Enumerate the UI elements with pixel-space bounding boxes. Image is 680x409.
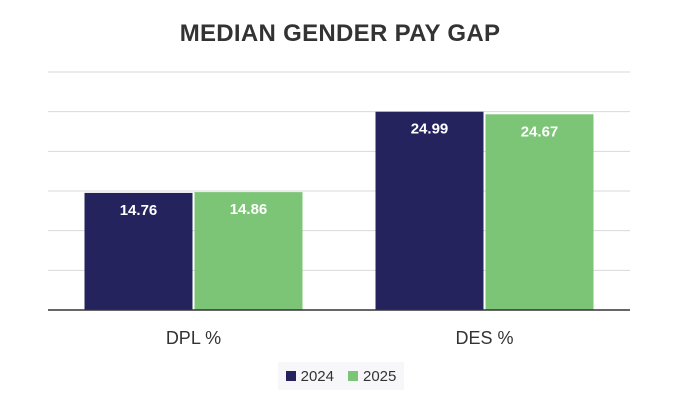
- data-label: 24.99: [411, 121, 449, 138]
- legend-swatch: [348, 371, 358, 381]
- x-tick-label: DPL %: [166, 328, 221, 348]
- data-label: 24.67: [521, 123, 559, 140]
- legend-label: 2025: [363, 367, 397, 385]
- legend-swatch: [285, 371, 296, 381]
- data-label: 14.86: [230, 201, 268, 218]
- data-label: 14.76: [120, 202, 158, 219]
- legend-label: 2024: [300, 367, 334, 385]
- bar-2024: [375, 111, 484, 310]
- x-tick-label: DES %: [455, 328, 513, 348]
- legend-item-2025[interactable]: 2025: [348, 368, 396, 385]
- legend: 2024 2025: [278, 362, 404, 390]
- bar-2025: [194, 192, 303, 310]
- chart-title: MEDIAN GENDER PAY GAP: [179, 20, 501, 47]
- legend-item-2024[interactable]: 2024: [285, 367, 334, 385]
- bar-2025: [485, 114, 594, 310]
- bar-2024: [84, 192, 193, 310]
